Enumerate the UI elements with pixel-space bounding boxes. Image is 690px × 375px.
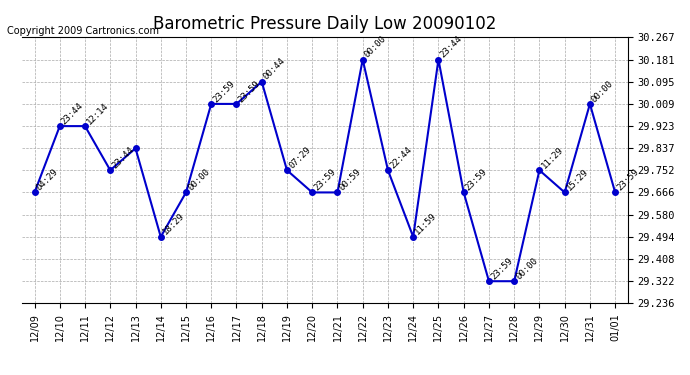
Text: 23:59: 23:59 <box>615 167 640 192</box>
Text: 11:59: 11:59 <box>413 211 439 237</box>
Text: 23:59: 23:59 <box>211 78 237 104</box>
Text: 23:59: 23:59 <box>464 167 489 192</box>
Text: 23:44: 23:44 <box>438 34 464 60</box>
Text: Copyright 2009 Cartronics.com: Copyright 2009 Cartronics.com <box>7 26 159 36</box>
Text: 22:44: 22:44 <box>388 145 413 170</box>
Text: 12:14: 12:14 <box>85 101 110 126</box>
Text: 11:29: 11:29 <box>540 145 565 170</box>
Text: 15:29: 15:29 <box>564 167 590 192</box>
Text: 00:44: 00:44 <box>262 56 287 82</box>
Text: 23:59: 23:59 <box>237 78 262 104</box>
Text: 00:00: 00:00 <box>363 34 388 60</box>
Text: 23:59: 23:59 <box>312 167 337 192</box>
Text: 00:00: 00:00 <box>514 256 540 281</box>
Text: 00:00: 00:00 <box>590 78 615 104</box>
Text: 23:44: 23:44 <box>110 145 136 170</box>
Text: 00:00: 00:00 <box>186 167 211 192</box>
Text: 00:59: 00:59 <box>337 167 363 192</box>
Text: 04:29: 04:29 <box>34 167 60 192</box>
Text: 23:59: 23:59 <box>489 256 514 281</box>
Title: Barometric Pressure Daily Low 20090102: Barometric Pressure Daily Low 20090102 <box>153 15 497 33</box>
Text: 23:44: 23:44 <box>60 101 85 126</box>
Text: 07:29: 07:29 <box>287 145 313 170</box>
Text: 18:29: 18:29 <box>161 211 186 237</box>
